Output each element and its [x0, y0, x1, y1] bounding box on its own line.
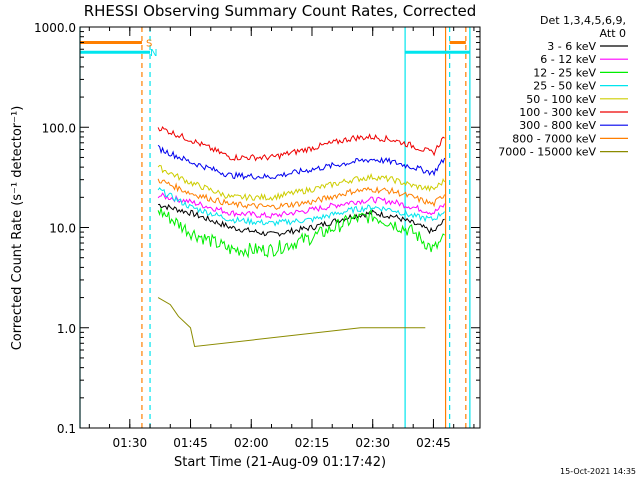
x-tick-label: 02:45 — [416, 436, 451, 450]
series-line — [157, 207, 445, 259]
y-tick-label: 1.0 — [57, 322, 76, 336]
status-flag-s: S — [146, 39, 152, 50]
legend-label: 3 - 6 keV — [547, 40, 596, 53]
x-axis-label: Start Time (21-Aug-09 01:17:42) — [174, 455, 386, 470]
y-tick-label: 100.0 — [42, 121, 76, 135]
series-line — [157, 187, 445, 227]
x-tick-label: 01:30 — [113, 436, 148, 450]
series-line — [158, 203, 445, 237]
y-tick-label: 0.1 — [57, 422, 76, 436]
x-tick-labels: 01:30 01:45 02:00 02:15 02:30 02:45 — [113, 436, 451, 450]
legend-label: 7000 - 15000 keV — [498, 146, 596, 159]
y-tick-label: 1000.0 — [34, 21, 76, 35]
chart-title: RHESSI Observing Summary Count Rates, Co… — [84, 2, 477, 20]
series-line — [157, 297, 426, 348]
legend-label: 800 - 7000 keV — [512, 132, 596, 145]
axis-ticks — [80, 26, 480, 429]
y-axis-label: Corrected Count Rate (s⁻¹ detector⁻¹) — [10, 106, 25, 351]
legend-header-line-2: Att 0 — [600, 27, 626, 40]
x-tick-label: 02:00 — [234, 436, 269, 450]
y-tick-labels: 0.1 1.0 10.0 100.0 1000.0 — [34, 21, 76, 436]
legend-label: 25 - 50 keV — [533, 80, 596, 93]
series-line — [157, 126, 445, 162]
status-flag-n: N — [150, 48, 157, 59]
legend-label: 100 - 300 keV — [519, 106, 596, 119]
series-line — [157, 144, 446, 181]
legend-label: 50 - 100 keV — [526, 93, 596, 106]
x-tick-label: 01:45 — [173, 436, 208, 450]
x-tick-label: 02:15 — [295, 436, 330, 450]
x-tick-label: 02:30 — [355, 436, 390, 450]
legend-header-line-1: Det 1,3,4,5,6,9, — [540, 14, 626, 27]
y-tick-label: 10.0 — [49, 222, 76, 236]
legend-label: 12 - 25 keV — [533, 66, 596, 79]
footer-timestamp: 15-Oct-2021 14:35 — [560, 467, 636, 476]
series-line — [157, 164, 446, 202]
legend-label: 6 - 12 keV — [540, 53, 596, 66]
series-line — [157, 178, 446, 211]
series-line — [157, 192, 446, 219]
plot-marks: SN — [79, 27, 471, 428]
legend-label: 300 - 800 keV — [519, 119, 596, 132]
